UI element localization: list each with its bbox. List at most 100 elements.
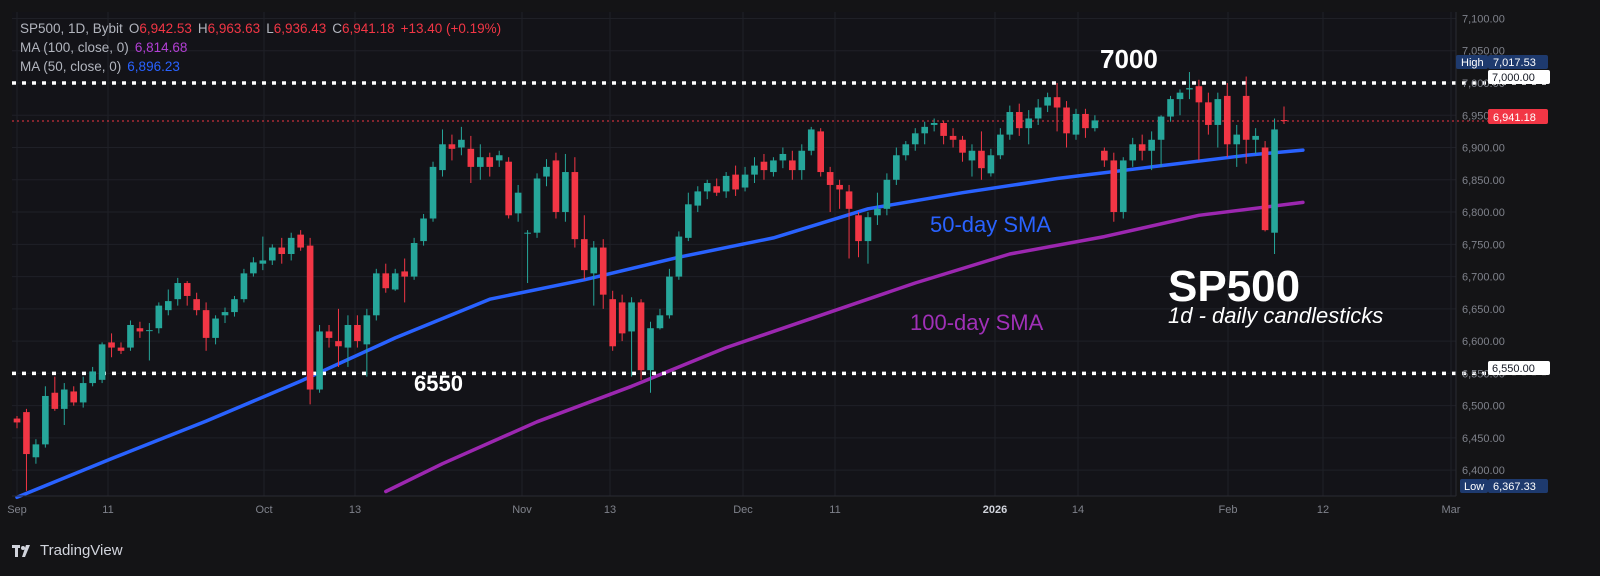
candle-up bbox=[98, 342, 106, 384]
candle-body bbox=[581, 239, 588, 271]
candle-up bbox=[751, 157, 758, 184]
ohlc-legend: SP500, 1D, Bybit O6,942.53 H6,963.63 L6,936… bbox=[20, 20, 507, 38]
candle-body bbox=[1034, 107, 1042, 119]
candle-body bbox=[930, 122, 938, 125]
candle-up bbox=[1025, 110, 1033, 145]
candle-body bbox=[1186, 88, 1193, 90]
candle-up bbox=[1252, 128, 1259, 154]
candle-body bbox=[902, 144, 910, 156]
candle-up bbox=[495, 150, 503, 167]
candle-body bbox=[1072, 113, 1080, 135]
candle-up bbox=[921, 121, 929, 145]
y-tick-label: 6,650.00 bbox=[1462, 304, 1505, 316]
candle-up bbox=[675, 231, 683, 280]
candle-body bbox=[798, 150, 806, 171]
candle-body bbox=[202, 310, 210, 338]
y-tick-label: 6,900.00 bbox=[1462, 143, 1505, 155]
candle-body bbox=[1205, 102, 1212, 125]
candle-body bbox=[949, 135, 957, 140]
candle-down bbox=[335, 308, 342, 367]
candle-body bbox=[1063, 107, 1070, 134]
candle-up bbox=[32, 439, 40, 464]
candle-body bbox=[1261, 147, 1269, 231]
candle-down bbox=[401, 258, 408, 303]
candle-down bbox=[1110, 152, 1118, 222]
chart-subtitle: 1d - daily candlesticks bbox=[1168, 303, 1383, 328]
candle-up bbox=[590, 241, 598, 306]
candle-up bbox=[911, 128, 919, 151]
candle-body bbox=[826, 172, 834, 185]
candle-up bbox=[562, 153, 569, 222]
candle-body bbox=[732, 174, 739, 190]
tradingview-brand[interactable]: TradingView bbox=[40, 542, 123, 559]
candle-body bbox=[1091, 120, 1099, 129]
candle-body bbox=[514, 192, 522, 214]
candle-body bbox=[316, 331, 323, 390]
y-tick-label: 6,400.00 bbox=[1462, 465, 1505, 477]
x-tick-label: 11 bbox=[102, 504, 113, 516]
ma100-legend[interactable]: MA (100, close, 0) 6,814.68 bbox=[20, 39, 193, 57]
candle-body bbox=[98, 344, 106, 380]
candle-up bbox=[722, 172, 730, 198]
candle-body bbox=[959, 139, 966, 153]
x-tick-label: 12 bbox=[1317, 504, 1329, 516]
candle-body bbox=[164, 301, 172, 311]
candle-down bbox=[609, 290, 616, 351]
candle-up bbox=[666, 268, 673, 319]
footer: TradingView bbox=[12, 542, 123, 559]
candle-body bbox=[297, 234, 304, 248]
y-tick-label: 6,450.00 bbox=[1462, 433, 1505, 445]
candle-up bbox=[1091, 115, 1099, 132]
candle-down bbox=[855, 212, 862, 258]
candle-down bbox=[202, 302, 210, 351]
candle-body bbox=[760, 161, 768, 171]
candle-down bbox=[325, 324, 333, 348]
candle-body bbox=[1015, 112, 1023, 129]
x-tick-label: Sep bbox=[7, 504, 27, 516]
candle-body bbox=[647, 328, 654, 371]
candle-down bbox=[571, 157, 579, 248]
candle-body bbox=[807, 129, 815, 151]
x-tick-label: Nov bbox=[512, 504, 532, 516]
candle-body bbox=[335, 341, 342, 347]
candle-down bbox=[959, 135, 966, 162]
candle-body bbox=[231, 299, 238, 313]
candle-up bbox=[250, 257, 257, 277]
candle-up bbox=[543, 159, 550, 187]
candle-body bbox=[458, 139, 465, 148]
candle-body bbox=[240, 273, 248, 300]
candle-up bbox=[1214, 92, 1222, 148]
candle-down bbox=[940, 120, 947, 145]
symbol-label[interactable]: SP500, 1D, Bybit bbox=[20, 21, 123, 36]
candle-up bbox=[127, 320, 134, 351]
candle-up bbox=[864, 212, 872, 264]
open-value: 6,942.53 bbox=[139, 21, 192, 36]
candle-body bbox=[212, 318, 219, 338]
ma50-legend[interactable]: MA (50, close, 0) 6,896.23 bbox=[20, 58, 186, 76]
candle-body bbox=[552, 160, 560, 213]
y-tick-label: 6,500.00 bbox=[1462, 401, 1505, 413]
candle-up bbox=[231, 295, 238, 317]
candle-down bbox=[448, 134, 456, 161]
candle-body bbox=[1110, 160, 1118, 213]
candle-body bbox=[250, 262, 257, 274]
candle-body bbox=[155, 305, 163, 329]
candle-down bbox=[732, 165, 739, 196]
candle-body bbox=[278, 247, 286, 254]
candle-up bbox=[1129, 137, 1137, 167]
candle-body bbox=[1167, 99, 1174, 117]
candle-body bbox=[713, 186, 720, 193]
candle-up bbox=[212, 315, 219, 345]
candle-down bbox=[1205, 92, 1212, 135]
candle-up bbox=[164, 289, 172, 316]
candle-up bbox=[779, 147, 787, 169]
candle-down bbox=[713, 178, 720, 196]
candle-up bbox=[997, 128, 1004, 160]
candle-body bbox=[562, 172, 569, 213]
candle-down bbox=[354, 315, 361, 348]
plot-area[interactable] bbox=[12, 12, 1456, 496]
candle-up bbox=[874, 192, 881, 225]
candle-body bbox=[1242, 95, 1250, 140]
candle-up bbox=[372, 268, 380, 321]
